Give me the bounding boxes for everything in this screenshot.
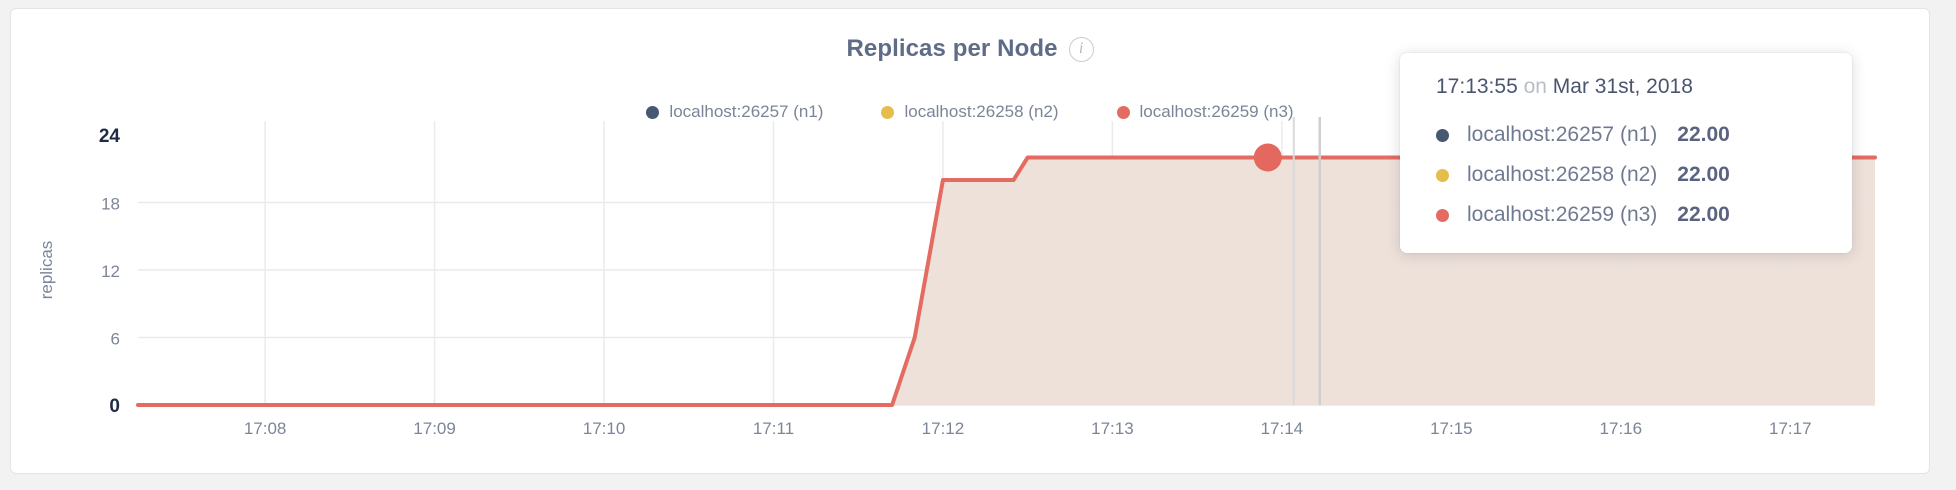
legend-dot-n3-icon (1117, 106, 1130, 119)
legend-label-n3: localhost:26259 (n3) (1140, 102, 1294, 122)
tooltip-value-n2: 22.00 (1677, 163, 1730, 187)
tooltip-label-n1: localhost:26257 (n1) (1467, 123, 1657, 147)
tooltip-label-n3: localhost:26259 (n3) (1467, 203, 1657, 227)
tooltip-value-n3: 22.00 (1677, 203, 1730, 227)
tooltip-dot-n1-icon (1436, 129, 1449, 142)
tooltip-dot-n3-icon (1436, 209, 1449, 222)
info-circle-icon[interactable]: i (1069, 37, 1094, 62)
tooltip-value-n1: 22.00 (1677, 123, 1730, 147)
tooltip-header: 17:13:55 on Mar 31st, 2018 (1400, 75, 1852, 115)
tooltip-date: Mar 31st, 2018 (1553, 75, 1693, 98)
tooltip-on-word: on (1524, 75, 1547, 98)
tooltip-dot-n2-icon (1436, 169, 1449, 182)
tooltip-row-n1: localhost:26257 (n1) 22.00 (1400, 115, 1852, 155)
legend-item-n3[interactable]: localhost:26259 (n3) (1117, 102, 1294, 122)
tooltip-time: 17:13:55 (1436, 75, 1518, 98)
chart-tooltip: 17:13:55 on Mar 31st, 2018 localhost:262… (1400, 53, 1852, 253)
legend-item-n1[interactable]: localhost:26257 (n1) (646, 102, 823, 122)
legend-label-n1: localhost:26257 (n1) (669, 102, 823, 122)
tooltip-label-n2: localhost:26258 (n2) (1467, 163, 1657, 187)
tooltip-row-n2: localhost:26258 (n2) 22.00 (1400, 155, 1852, 195)
legend-label-n2: localhost:26258 (n2) (904, 102, 1058, 122)
legend-dot-n1-icon (646, 106, 659, 119)
legend-dot-n2-icon (881, 106, 894, 119)
legend-item-n2[interactable]: localhost:26258 (n2) (881, 102, 1058, 122)
page-title: Replicas per Node (846, 35, 1057, 63)
tooltip-row-n3: localhost:26259 (n3) 22.00 (1400, 195, 1852, 235)
